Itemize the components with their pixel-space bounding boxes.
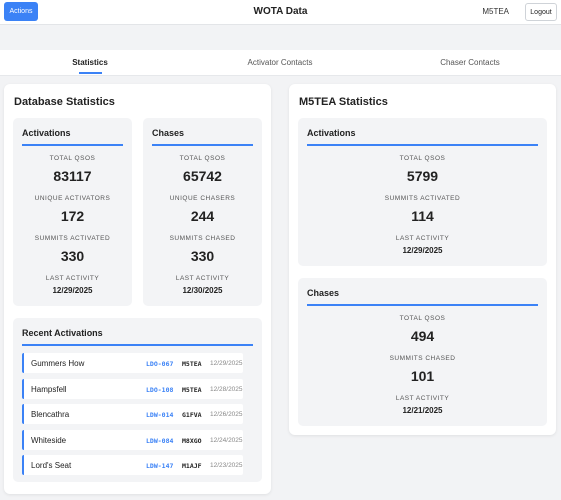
total-qsos-label: TOTAL QSOS xyxy=(179,155,226,162)
last-activity-value: 12/29/2025 xyxy=(402,246,443,255)
db-activations-card: Activations TOTAL QSOS 83117 UNIQUE ACTI… xyxy=(13,118,132,306)
unique-chasers-label: UNIQUE CHASERS xyxy=(169,195,236,202)
activation-date: 12/24/2025 xyxy=(210,437,243,444)
summit-reference[interactable]: LDW-147 xyxy=(146,462,174,470)
app-title: WOTA Data xyxy=(253,6,308,17)
total-qsos-value: 65742 xyxy=(183,168,222,184)
summit-reference[interactable]: LDO-067 xyxy=(146,360,174,368)
panel-title: M5TEA Statistics xyxy=(299,96,388,108)
total-qsos-label: TOTAL QSOS xyxy=(399,155,446,162)
card-title: Activations xyxy=(22,128,71,138)
top-bar: Actions WOTA Data M5TEA Logout xyxy=(0,0,561,25)
panel-title: Database Statistics xyxy=(14,96,115,108)
activation-row[interactable]: Hampsfell LDO-108 M5TEA 12/28/2025 xyxy=(22,379,243,399)
summit-reference[interactable]: LDW-014 xyxy=(146,411,174,419)
activator-callsign: M1AJF xyxy=(182,462,202,470)
card-divider xyxy=(307,144,538,146)
tab-statistics[interactable]: Statistics xyxy=(72,58,108,67)
last-activity-value: 12/30/2025 xyxy=(182,286,223,295)
activator-callsign: M8XGO xyxy=(182,437,202,445)
summits-chased-value: 330 xyxy=(190,248,215,264)
db-chases-card: Chases TOTAL QSOS 65742 UNIQUE CHASERS 2… xyxy=(143,118,262,306)
unique-activators-label: UNIQUE ACTIVATORS xyxy=(34,195,111,202)
activator-callsign: M5TEA xyxy=(182,360,202,368)
activation-date: 12/28/2025 xyxy=(210,386,243,393)
summits-activated-label: SUMMITS ACTIVATED xyxy=(384,195,461,202)
card-divider xyxy=(307,304,538,306)
total-qsos-label: TOTAL QSOS xyxy=(399,315,446,322)
summits-activated-value: 114 xyxy=(411,208,434,224)
activation-date: 12/26/2025 xyxy=(210,411,243,418)
activation-row[interactable]: Gummers How LDO-067 M5TEA 12/29/2025 xyxy=(22,353,243,373)
activator-callsign: G1FVA xyxy=(182,411,202,419)
summit-name: Whiteside xyxy=(31,436,67,445)
summits-chased-label: SUMMITS CHASED xyxy=(169,235,236,242)
tab-chaser-contacts[interactable]: Chaser Contacts xyxy=(440,58,500,67)
summits-activated-label: SUMMITS ACTIVATED xyxy=(34,235,111,242)
activation-row[interactable]: Whiteside LDW-084 M8XGO 12/24/2025 xyxy=(22,430,243,450)
card-title: Chases xyxy=(307,288,340,298)
summits-chased-value: 101 xyxy=(410,368,435,384)
user-statistics-panel: M5TEA Statistics Activations TOTAL QSOS … xyxy=(289,84,556,435)
database-statistics-panel: Database Statistics Activations TOTAL QS… xyxy=(4,84,271,494)
summit-name: Gummers How xyxy=(31,359,85,368)
user-callsign: M5TEA xyxy=(482,7,509,16)
activation-date: 12/29/2025 xyxy=(210,360,243,367)
tab-activator-contacts[interactable]: Activator Contacts xyxy=(247,58,313,67)
summit-reference[interactable]: LDW-084 xyxy=(146,437,174,445)
last-activity-label: LAST ACTIVITY xyxy=(395,395,450,402)
total-qsos-label: TOTAL QSOS xyxy=(49,155,96,162)
last-activity-value: 12/21/2025 xyxy=(402,406,443,415)
active-tab-indicator xyxy=(79,72,102,74)
card-divider xyxy=(22,344,253,346)
total-qsos-value: 83117 xyxy=(53,168,92,184)
summits-activated-value: 330 xyxy=(60,248,85,264)
card-title: Activations xyxy=(307,128,356,138)
total-qsos-value: 5799 xyxy=(406,168,439,184)
card-divider xyxy=(22,144,123,146)
recent-activations-card: Recent Activations Gummers How LDO-067 M… xyxy=(13,318,262,482)
user-activations-card: Activations TOTAL QSOS 5799 SUMMITS ACTI… xyxy=(298,118,547,266)
logout-button[interactable]: Logout xyxy=(525,3,557,21)
summit-name: Lord's Seat xyxy=(31,461,72,470)
summit-reference[interactable]: LDO-108 xyxy=(146,386,174,394)
actions-button[interactable]: Actions xyxy=(4,2,38,21)
last-activity-label: LAST ACTIVITY xyxy=(45,275,100,282)
summits-chased-label: SUMMITS CHASED xyxy=(389,355,456,362)
activator-callsign: M5TEA xyxy=(182,386,202,394)
card-title: Recent Activations xyxy=(22,328,103,338)
last-activity-label: LAST ACTIVITY xyxy=(175,275,230,282)
summit-name: Hampsfell xyxy=(31,385,67,394)
activation-date: 12/23/2025 xyxy=(210,462,243,469)
activation-row[interactable]: Lord's Seat LDW-147 M1AJF 12/23/2025 xyxy=(22,455,243,475)
user-chases-card: Chases TOTAL QSOS 494 SUMMITS CHASED 101… xyxy=(298,278,547,426)
card-divider xyxy=(152,144,253,146)
last-activity-label: LAST ACTIVITY xyxy=(395,235,450,242)
card-title: Chases xyxy=(152,128,185,138)
activation-row[interactable]: Blencathra LDW-014 G1FVA 12/26/2025 xyxy=(22,404,243,424)
unique-chasers-value: 244 xyxy=(190,208,215,224)
tab-bar: Statistics Activator Contacts Chaser Con… xyxy=(0,50,561,76)
total-qsos-value: 494 xyxy=(410,328,435,344)
unique-activators-value: 172 xyxy=(60,208,85,224)
summit-name: Blencathra xyxy=(31,410,70,419)
last-activity-value: 12/29/2025 xyxy=(52,286,93,295)
